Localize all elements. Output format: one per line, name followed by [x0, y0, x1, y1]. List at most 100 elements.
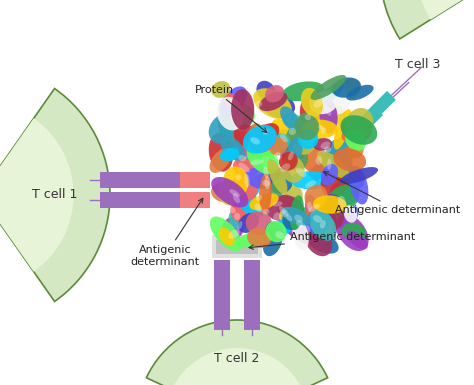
Ellipse shape — [313, 195, 346, 214]
Ellipse shape — [224, 94, 243, 109]
Ellipse shape — [284, 146, 308, 171]
Ellipse shape — [209, 114, 238, 144]
Text: T cell 2: T cell 2 — [214, 352, 260, 365]
Ellipse shape — [318, 125, 324, 130]
Ellipse shape — [320, 220, 326, 229]
Ellipse shape — [255, 124, 275, 142]
Ellipse shape — [306, 210, 330, 234]
Ellipse shape — [345, 108, 373, 139]
Ellipse shape — [296, 220, 303, 228]
Ellipse shape — [345, 129, 366, 151]
Ellipse shape — [347, 141, 364, 159]
Ellipse shape — [319, 82, 344, 104]
Ellipse shape — [253, 88, 292, 119]
Ellipse shape — [325, 139, 353, 182]
Ellipse shape — [234, 213, 240, 220]
Ellipse shape — [313, 138, 332, 151]
Ellipse shape — [267, 168, 293, 194]
Ellipse shape — [304, 225, 310, 233]
Ellipse shape — [322, 206, 337, 238]
Ellipse shape — [270, 179, 286, 197]
Ellipse shape — [272, 119, 294, 139]
Bar — [244, 260, 260, 330]
Ellipse shape — [260, 123, 279, 141]
Ellipse shape — [259, 174, 272, 213]
Ellipse shape — [263, 167, 268, 178]
Ellipse shape — [222, 217, 244, 240]
Ellipse shape — [286, 214, 292, 221]
Ellipse shape — [232, 131, 254, 149]
Ellipse shape — [294, 115, 319, 140]
Ellipse shape — [221, 178, 260, 203]
Wedge shape — [0, 89, 110, 301]
Ellipse shape — [298, 129, 319, 149]
Ellipse shape — [327, 159, 331, 170]
Text: Antigenic determinant: Antigenic determinant — [324, 172, 460, 215]
Ellipse shape — [334, 109, 352, 149]
Ellipse shape — [250, 159, 264, 165]
Ellipse shape — [263, 209, 270, 214]
Ellipse shape — [249, 123, 267, 149]
Ellipse shape — [238, 132, 272, 157]
Ellipse shape — [259, 92, 287, 111]
Ellipse shape — [255, 194, 262, 201]
Ellipse shape — [316, 203, 344, 232]
Ellipse shape — [336, 214, 369, 251]
Ellipse shape — [243, 125, 277, 154]
Ellipse shape — [316, 156, 322, 165]
Ellipse shape — [279, 208, 302, 229]
Ellipse shape — [323, 104, 331, 116]
Ellipse shape — [232, 190, 258, 218]
Ellipse shape — [330, 181, 359, 205]
Ellipse shape — [317, 151, 349, 178]
Ellipse shape — [330, 172, 359, 204]
Ellipse shape — [346, 85, 374, 100]
Ellipse shape — [217, 97, 244, 131]
Ellipse shape — [290, 195, 304, 230]
Bar — [212, 235, 262, 258]
Ellipse shape — [254, 101, 262, 107]
Ellipse shape — [225, 206, 236, 213]
Ellipse shape — [233, 158, 258, 179]
Ellipse shape — [264, 176, 270, 189]
Ellipse shape — [219, 228, 235, 246]
Ellipse shape — [288, 137, 303, 160]
Ellipse shape — [344, 205, 357, 223]
Ellipse shape — [256, 81, 275, 100]
Ellipse shape — [259, 147, 285, 170]
Ellipse shape — [320, 168, 350, 197]
Ellipse shape — [309, 209, 336, 241]
Ellipse shape — [294, 214, 303, 222]
Ellipse shape — [211, 183, 237, 203]
Ellipse shape — [245, 174, 250, 187]
Ellipse shape — [228, 206, 252, 229]
Ellipse shape — [282, 81, 324, 101]
Bar — [216, 240, 258, 254]
Ellipse shape — [309, 91, 338, 114]
Ellipse shape — [209, 133, 233, 172]
Text: Antigenic
determinant: Antigenic determinant — [130, 198, 203, 266]
Ellipse shape — [220, 136, 245, 161]
Ellipse shape — [276, 194, 294, 213]
Text: T cell 3: T cell 3 — [395, 59, 441, 72]
Ellipse shape — [307, 202, 312, 211]
Ellipse shape — [230, 104, 255, 128]
Text: Antigenic determinant: Antigenic determinant — [249, 232, 415, 249]
Ellipse shape — [338, 196, 346, 209]
Ellipse shape — [280, 134, 288, 142]
Ellipse shape — [279, 206, 286, 214]
Ellipse shape — [302, 208, 330, 223]
Ellipse shape — [273, 213, 281, 222]
Ellipse shape — [300, 146, 327, 174]
Ellipse shape — [236, 174, 241, 181]
Ellipse shape — [340, 79, 361, 99]
Ellipse shape — [267, 159, 287, 194]
Wedge shape — [416, 0, 474, 20]
Ellipse shape — [232, 173, 258, 201]
Ellipse shape — [249, 193, 279, 210]
Ellipse shape — [304, 229, 338, 254]
Ellipse shape — [321, 194, 341, 211]
Ellipse shape — [262, 180, 270, 186]
Ellipse shape — [333, 148, 366, 171]
Ellipse shape — [234, 124, 269, 157]
